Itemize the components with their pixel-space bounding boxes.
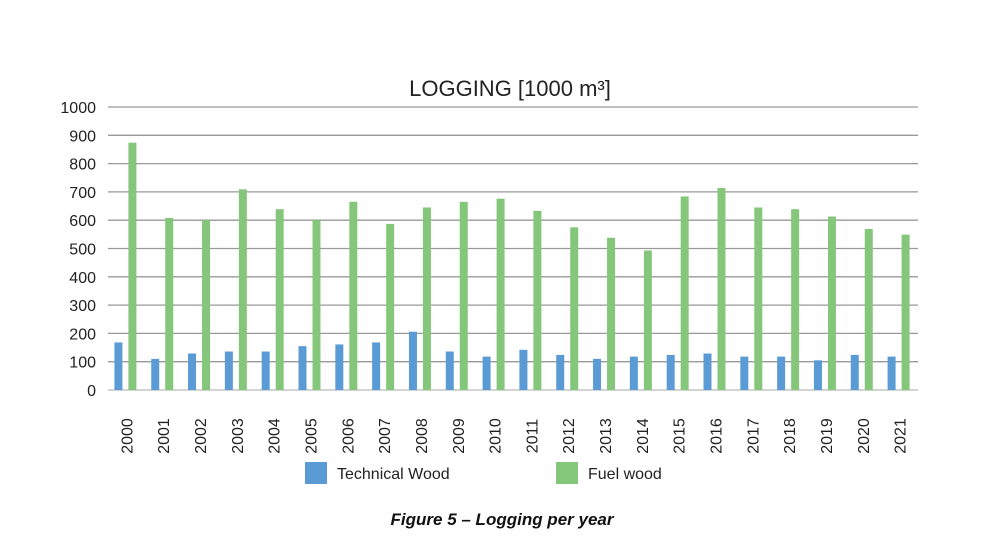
legend-swatch (556, 462, 578, 484)
bar-technical-wood (151, 358, 160, 390)
bar-technical-wood (188, 353, 197, 390)
x-tick-label: 2021 (893, 418, 910, 454)
bar-fuel-wood (386, 223, 395, 390)
x-tick-label: 2003 (230, 418, 247, 454)
bar-fuel-wood (864, 228, 873, 390)
bar-fuel-wood (533, 210, 542, 390)
bar-fuel-wood (680, 196, 689, 390)
bar-fuel-wood (827, 216, 836, 390)
bar-technical-wood (372, 342, 381, 390)
bar-technical-wood (703, 353, 712, 390)
y-tick-label: 900 (69, 128, 96, 145)
legend-label: Fuel wood (588, 466, 662, 483)
y-tick-label: 800 (69, 157, 96, 174)
bar-fuel-wood (128, 142, 137, 390)
legend-label: Technical Wood (337, 466, 450, 483)
bar-fuel-wood (607, 237, 616, 390)
y-tick-label: 700 (69, 185, 96, 202)
bar-fuel-wood (901, 234, 910, 390)
bar-technical-wood (482, 356, 491, 390)
x-tick-label: 2000 (119, 418, 136, 454)
y-tick-label: 400 (69, 270, 96, 287)
x-tick-label: 2012 (561, 418, 578, 454)
bar-fuel-wood (312, 220, 321, 390)
bar-technical-wood (298, 346, 307, 390)
x-tick-label: 2008 (414, 418, 431, 454)
bar-technical-wood (556, 354, 565, 390)
bar-technical-wood (850, 354, 859, 390)
bar-technical-wood (335, 344, 344, 390)
x-tick-label: 2007 (377, 418, 394, 454)
figure-caption: Figure 5 – Logging per year (390, 510, 614, 529)
y-tick-label: 0 (87, 383, 96, 400)
bar-technical-wood (114, 342, 123, 390)
y-tick-label: 100 (69, 355, 96, 372)
bar-technical-wood (777, 356, 786, 390)
x-tick-label: 2020 (856, 418, 873, 454)
y-tick-label: 600 (69, 213, 96, 230)
bar-fuel-wood (238, 189, 247, 390)
bar-fuel-wood (717, 187, 726, 390)
bar-fuel-wood (643, 250, 652, 390)
bar-technical-wood (408, 331, 417, 390)
x-tick-label: 2016 (709, 418, 726, 454)
chart-title: LOGGING [1000 m³] (409, 76, 611, 101)
x-tick-label: 2018 (782, 418, 799, 454)
bar-fuel-wood (496, 198, 505, 390)
bar-fuel-wood (791, 209, 800, 390)
bar-technical-wood (629, 356, 638, 390)
bar-fuel-wood (754, 207, 763, 390)
bar-fuel-wood (570, 227, 579, 390)
bar-technical-wood (593, 358, 602, 390)
x-tick-label: 2009 (451, 418, 468, 454)
bar-technical-wood (666, 354, 675, 390)
y-tick-label: 500 (69, 242, 96, 259)
bar-technical-wood (813, 360, 822, 390)
x-tick-label: 2002 (193, 418, 210, 454)
x-tick-label: 2001 (156, 418, 173, 454)
x-tick-label: 2015 (672, 418, 689, 454)
legend-swatch (305, 462, 327, 484)
bar-technical-wood (519, 349, 528, 390)
x-tick-label: 2005 (304, 418, 321, 454)
x-tick-label: 2006 (340, 418, 357, 454)
bar-technical-wood (261, 351, 270, 390)
x-tick-label: 2010 (488, 418, 505, 454)
x-tick-label: 2017 (745, 418, 762, 454)
bar-fuel-wood (349, 201, 358, 390)
x-tick-label: 2011 (524, 419, 541, 454)
bar-fuel-wood (459, 201, 468, 390)
logging-chart: LOGGING [1000 m³] 0 100 200 300 400 500 600 700… (60, 76, 918, 484)
bar-fuel-wood (165, 217, 174, 390)
bar-technical-wood (445, 351, 454, 390)
y-tick-label: 200 (69, 326, 96, 343)
x-tick-label: 2004 (267, 418, 284, 454)
bar-fuel-wood (422, 207, 431, 390)
x-tick-label: 2013 (598, 418, 615, 454)
y-tick-label: 300 (69, 298, 96, 315)
bar-technical-wood (740, 356, 749, 390)
x-tick-label: 2019 (819, 418, 836, 454)
x-tick-label: 2014 (635, 418, 652, 454)
bar-fuel-wood (275, 209, 284, 390)
y-tick-label: 1000 (60, 100, 96, 117)
bar-technical-wood (224, 351, 233, 390)
bar-technical-wood (887, 356, 896, 390)
bar-fuel-wood (202, 220, 211, 390)
